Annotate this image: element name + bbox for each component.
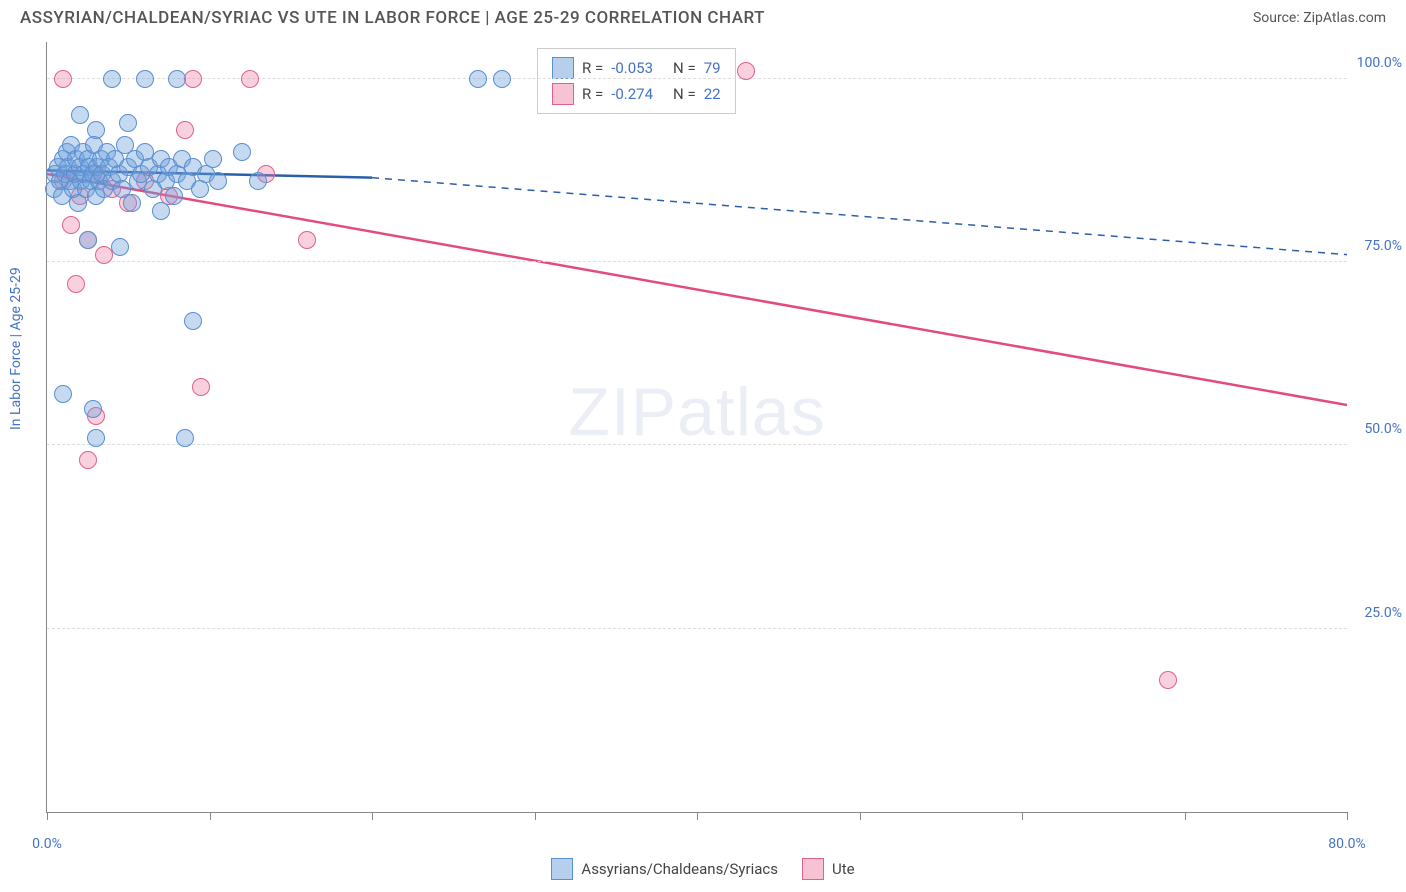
scatter-point: [79, 451, 97, 469]
legend-item: Assyrians/Chaldeans/Syriacs: [551, 858, 778, 880]
scatter-point: [54, 70, 72, 88]
scatter-point: [71, 106, 89, 124]
xtick: [1347, 812, 1348, 820]
legend-swatch: [551, 858, 573, 880]
legend-swatch: [552, 83, 574, 105]
legend-swatch: [552, 57, 574, 79]
gridline: [47, 444, 1347, 445]
scatter-point: [184, 70, 202, 88]
scatter-point: [204, 150, 222, 168]
ytick-label: 100.0%: [1357, 55, 1402, 71]
legend-swatch: [802, 858, 824, 880]
correlation-legend: R =-0.053N =79R =-0.274N =22: [537, 48, 736, 114]
scatter-point: [192, 378, 210, 396]
scatter-point: [84, 400, 102, 418]
scatter-point: [123, 194, 141, 212]
source-label: Source: ZipAtlas.com: [1253, 10, 1386, 26]
ytick-label: 25.0%: [1364, 605, 1402, 621]
legend-item: Ute: [802, 858, 855, 880]
xtick: [1022, 812, 1023, 820]
scatter-point: [54, 385, 72, 403]
scatter-point: [95, 246, 113, 264]
gridline: [47, 628, 1347, 629]
scatter-point: [119, 114, 137, 132]
scatter-point: [1159, 671, 1177, 689]
scatter-point: [249, 172, 267, 190]
xtick: [210, 812, 211, 820]
xtick: [372, 812, 373, 820]
scatter-point: [87, 429, 105, 447]
xtick: [1185, 812, 1186, 820]
legend-row: R =-0.274N =22: [552, 81, 721, 107]
xtick-label: 80.0%: [1328, 836, 1366, 852]
scatter-point: [62, 216, 80, 234]
scatter-point: [168, 70, 186, 88]
xtick: [860, 812, 861, 820]
chart-title: ASSYRIAN/CHALDEAN/SYRIAC VS UTE IN LABOR…: [20, 8, 765, 28]
scatter-point: [241, 70, 259, 88]
scatter-point: [298, 231, 316, 249]
scatter-point: [165, 187, 183, 205]
xtick: [535, 812, 536, 820]
xtick-label: 0.0%: [32, 836, 62, 852]
xtick: [47, 812, 48, 820]
scatter-point: [136, 70, 154, 88]
scatter-point: [209, 172, 227, 190]
scatter-point: [493, 70, 511, 88]
scatter-point: [184, 312, 202, 330]
scatter-point: [469, 70, 487, 88]
ytick-label: 50.0%: [1364, 421, 1402, 437]
watermark: ZIPatlas: [568, 373, 825, 451]
scatter-point: [67, 275, 85, 293]
y-axis-label: In Labor Force | Age 25-29: [8, 267, 24, 430]
ytick-label: 75.0%: [1364, 238, 1402, 254]
chart-plot-area: ZIPatlas R =-0.053N =79R =-0.274N =22 25…: [46, 42, 1347, 813]
xtick: [697, 812, 698, 820]
series-legend: Assyrians/Chaldeans/Syriacs Ute: [0, 858, 1406, 880]
gridline: [47, 261, 1347, 262]
scatter-point: [233, 143, 251, 161]
scatter-point: [176, 429, 194, 447]
scatter-point: [176, 121, 194, 139]
scatter-point: [79, 231, 97, 249]
scatter-point: [152, 202, 170, 220]
scatter-point: [103, 70, 121, 88]
scatter-point: [111, 238, 129, 256]
scatter-point: [737, 62, 755, 80]
scatter-point: [87, 121, 105, 139]
